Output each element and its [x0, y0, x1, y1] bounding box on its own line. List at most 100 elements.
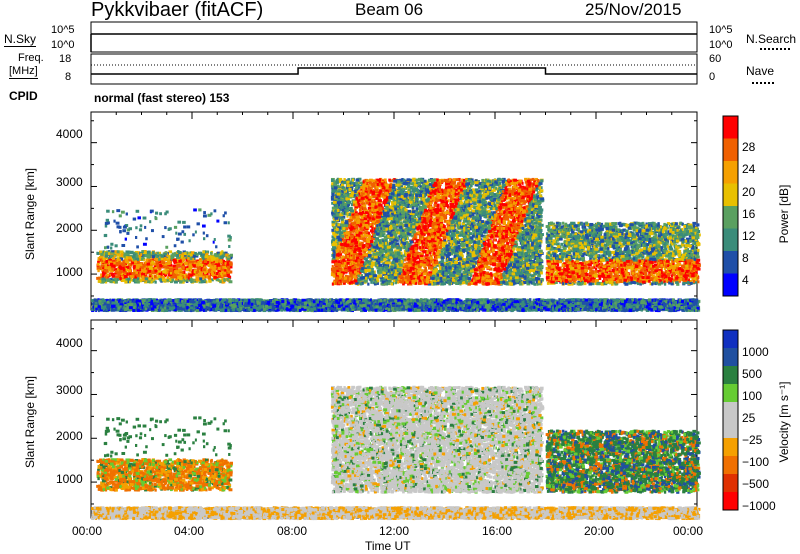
- power-cell: [187, 272, 191, 276]
- power-cell: [148, 277, 152, 281]
- power-cell: [117, 263, 120, 267]
- power-cell: [138, 228, 143, 232]
- power-cell: [492, 257, 496, 261]
- power-cell: [378, 189, 383, 193]
- nsky-tick-bottom: 10^0: [51, 39, 75, 51]
- power-cell: [199, 253, 203, 257]
- power-cell: [157, 275, 161, 279]
- power-cell: [137, 277, 140, 281]
- power-cell: [135, 209, 140, 213]
- power-cell: [209, 272, 212, 276]
- power-cell: [418, 221, 422, 225]
- power-cell: [173, 261, 176, 265]
- power-cell: [387, 266, 391, 270]
- power-cell: [229, 256, 233, 260]
- power-cell: [168, 227, 172, 231]
- power-cell: [122, 270, 125, 274]
- power-cell: [130, 278, 134, 282]
- power-cell: [140, 253, 143, 257]
- power-cell: [189, 273, 194, 277]
- power-cell: [217, 266, 221, 270]
- power-cell: [190, 280, 193, 284]
- power-cell: [189, 251, 193, 255]
- power-cell: [149, 261, 153, 265]
- power-cell: [452, 178, 456, 182]
- power-cell: [183, 225, 187, 229]
- power-cell: [163, 252, 167, 256]
- power-cell: [215, 278, 220, 282]
- power-cell: [223, 221, 228, 225]
- power-cell: [203, 237, 206, 241]
- power-cell: [211, 262, 215, 266]
- power-cell: [519, 213, 523, 217]
- power-cell: [203, 261, 208, 265]
- power-cell: [205, 269, 209, 273]
- power-cell: [210, 270, 213, 274]
- power-cell: [155, 260, 159, 264]
- power-cell: [114, 271, 119, 275]
- power-cell: [207, 213, 212, 217]
- power-cell: [173, 280, 178, 284]
- power-cell: [196, 259, 201, 263]
- power-cell: [190, 260, 195, 264]
- power-cell: [138, 254, 142, 258]
- power-cell: [375, 178, 378, 182]
- power-cell: [181, 280, 185, 284]
- power-cell: [137, 261, 140, 265]
- power-cell: [131, 272, 136, 276]
- power-cell: [206, 259, 210, 263]
- freq-tick-bottom: 8: [65, 71, 71, 83]
- power-cell: [379, 227, 383, 231]
- power-cell: [170, 275, 174, 279]
- power-cell: [213, 209, 217, 213]
- power-cell: [154, 269, 158, 273]
- power-cell: [145, 251, 149, 255]
- power-cell: [210, 257, 215, 261]
- power-cell: [141, 272, 146, 276]
- power-cell: [122, 268, 126, 272]
- power-cell: [204, 252, 209, 256]
- power-cell: [188, 257, 193, 261]
- power-cell: [141, 275, 145, 279]
- power-cell: [128, 250, 131, 254]
- power-cell: [110, 269, 114, 273]
- power-cell: [126, 231, 130, 235]
- power-cell: [219, 251, 223, 255]
- power-cell: [141, 278, 145, 282]
- power-cell: [164, 212, 167, 216]
- power-cell: [116, 209, 121, 213]
- power-cell: [191, 269, 195, 273]
- power-cell: [117, 251, 120, 255]
- power-scatter: [91, 177, 701, 313]
- power-cell: [105, 259, 109, 263]
- power-cell: [146, 280, 151, 284]
- power-cell: [195, 276, 200, 280]
- power-cell: [110, 272, 115, 276]
- power-cell: [102, 280, 106, 284]
- power-cell: [169, 263, 173, 267]
- power-cell: [135, 226, 138, 230]
- power-cell: [196, 266, 201, 270]
- power-cell: [396, 224, 400, 228]
- power-cell: [333, 195, 336, 199]
- power-cell: [158, 270, 163, 274]
- power-cell: [210, 212, 213, 216]
- power-cell: [201, 268, 206, 272]
- power-cell: [139, 263, 143, 267]
- power-cell: [123, 254, 126, 258]
- power-cell: [191, 251, 195, 255]
- power-cell: [330, 195, 334, 199]
- power-cell: [214, 260, 219, 264]
- power-cell: [210, 278, 214, 282]
- power-cell: [120, 266, 123, 270]
- power-cell: [119, 250, 124, 254]
- power-cell: [108, 266, 111, 270]
- power-cell: [205, 250, 209, 254]
- power-cell: [228, 263, 233, 267]
- power-cell: [116, 225, 120, 229]
- power-cell: [169, 271, 173, 275]
- power-cell: [189, 260, 193, 264]
- power-cell: [218, 272, 221, 276]
- power-cell: [350, 206, 353, 210]
- power-cell: [169, 278, 173, 282]
